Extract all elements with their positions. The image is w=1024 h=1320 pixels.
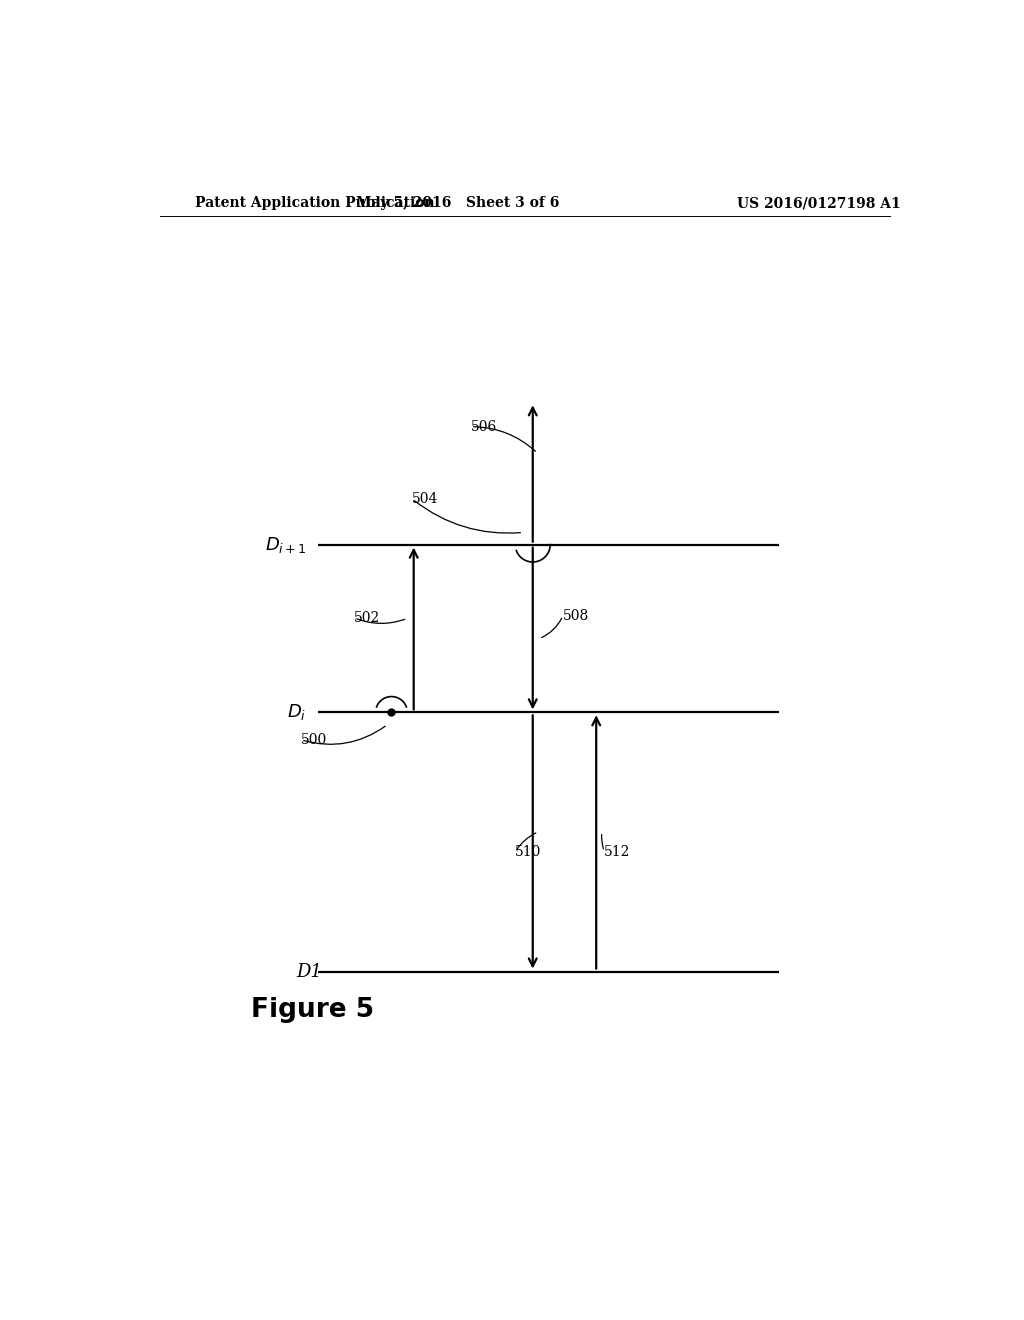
Text: Patent Application Publication: Patent Application Publication [196,197,435,210]
Text: 500: 500 [301,733,328,747]
Text: 506: 506 [471,420,497,434]
Text: $D_i$: $D_i$ [288,702,306,722]
Text: 510: 510 [515,845,542,858]
Text: $D_{i+1}$: $D_{i+1}$ [265,535,306,554]
Text: 502: 502 [354,611,381,624]
Text: Figure 5: Figure 5 [251,997,374,1023]
Text: D1: D1 [297,962,323,981]
Text: 504: 504 [412,492,438,506]
Text: 512: 512 [604,845,631,858]
Text: 508: 508 [563,609,589,623]
Text: May 5, 2016   Sheet 3 of 6: May 5, 2016 Sheet 3 of 6 [355,197,559,210]
Text: US 2016/0127198 A1: US 2016/0127198 A1 [736,197,900,210]
